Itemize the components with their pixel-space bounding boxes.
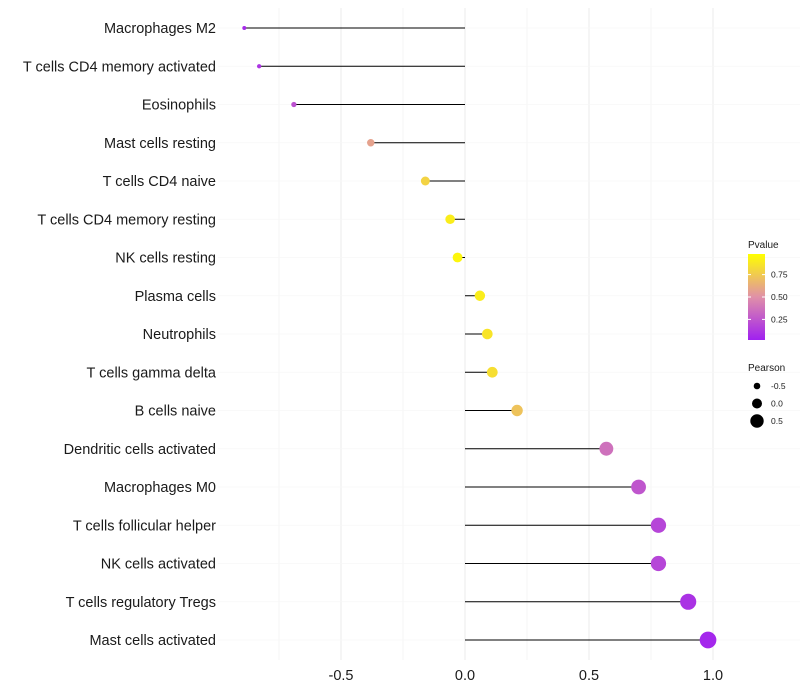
data-point — [699, 631, 717, 649]
size-legend-dot — [753, 382, 761, 390]
gridlines — [218, 8, 800, 660]
category-labels: Macrophages M2 T cells CD4 memory activat… — [23, 21, 217, 649]
category-label: T cells follicular helper — [73, 518, 216, 534]
category-label: NK cells resting — [115, 251, 216, 267]
size-legend-label: 0.0 — [771, 399, 783, 409]
data-point — [256, 64, 262, 69]
data-point — [650, 555, 667, 572]
data-point — [631, 479, 646, 495]
x-tick-label: 0.5 — [579, 668, 599, 684]
data-point — [291, 101, 297, 108]
data-point — [486, 366, 498, 378]
data-point — [650, 517, 667, 533]
data-point — [482, 328, 493, 340]
data-point — [474, 290, 486, 301]
data-point — [445, 214, 455, 225]
size-legend-dot — [752, 398, 762, 409]
category-label: NK cells activated — [101, 557, 216, 573]
x-tick-label: 1.0 — [703, 668, 723, 684]
colorbar-tick-label: 0.75 — [771, 270, 788, 280]
data-point — [599, 441, 614, 456]
size-legend-label: -0.5 — [771, 381, 786, 391]
data-point — [242, 26, 247, 30]
category-label: Macrophages M2 — [104, 21, 216, 37]
category-label: Mast cells resting — [104, 136, 216, 152]
category-label: Plasma cells — [135, 289, 216, 305]
category-label: T cells CD4 naive — [103, 174, 216, 190]
category-label: T cells regulatory Tregs — [66, 595, 216, 611]
size-legend-dot — [750, 414, 764, 428]
data-point — [680, 593, 697, 610]
data-point — [420, 176, 430, 186]
data-point — [367, 139, 375, 147]
category-label: T cells gamma delta — [87, 365, 217, 381]
x-tick-label: -0.5 — [329, 668, 354, 684]
category-label: Macrophages M0 — [104, 480, 216, 496]
category-label: Dendritic cells activated — [64, 442, 216, 458]
colorbar-tick-label: 0.50 — [771, 292, 788, 302]
pvalue-legend: Pvalue 0.25 0.50 0.75 — [748, 240, 788, 340]
data-point — [511, 404, 523, 417]
category-label: B cells naive — [135, 404, 216, 420]
pearson-legend-title: Pearson — [748, 363, 785, 374]
pearson-legend: Pearson -0.5 0.0 0.5 — [748, 363, 786, 428]
x-tick-label: 0.0 — [455, 668, 475, 684]
category-label: Eosinophils — [142, 98, 216, 114]
pvalue-colorbar — [748, 254, 765, 340]
data-point — [452, 252, 463, 263]
category-label: T cells CD4 memory resting — [37, 212, 216, 228]
size-legend-label: 0.5 — [771, 416, 783, 426]
lollipop-stems — [244, 27, 709, 641]
pvalue-legend-title: Pvalue — [748, 240, 779, 251]
category-label: Neutrophils — [143, 327, 216, 343]
lollipop-points — [242, 26, 717, 649]
x-axis-ticks: -0.5 0.0 0.5 1.0 — [329, 668, 724, 684]
category-label: Mast cells activated — [89, 633, 216, 649]
category-label: T cells CD4 memory activated — [23, 59, 216, 75]
colorbar-tick-label: 0.25 — [771, 314, 788, 324]
